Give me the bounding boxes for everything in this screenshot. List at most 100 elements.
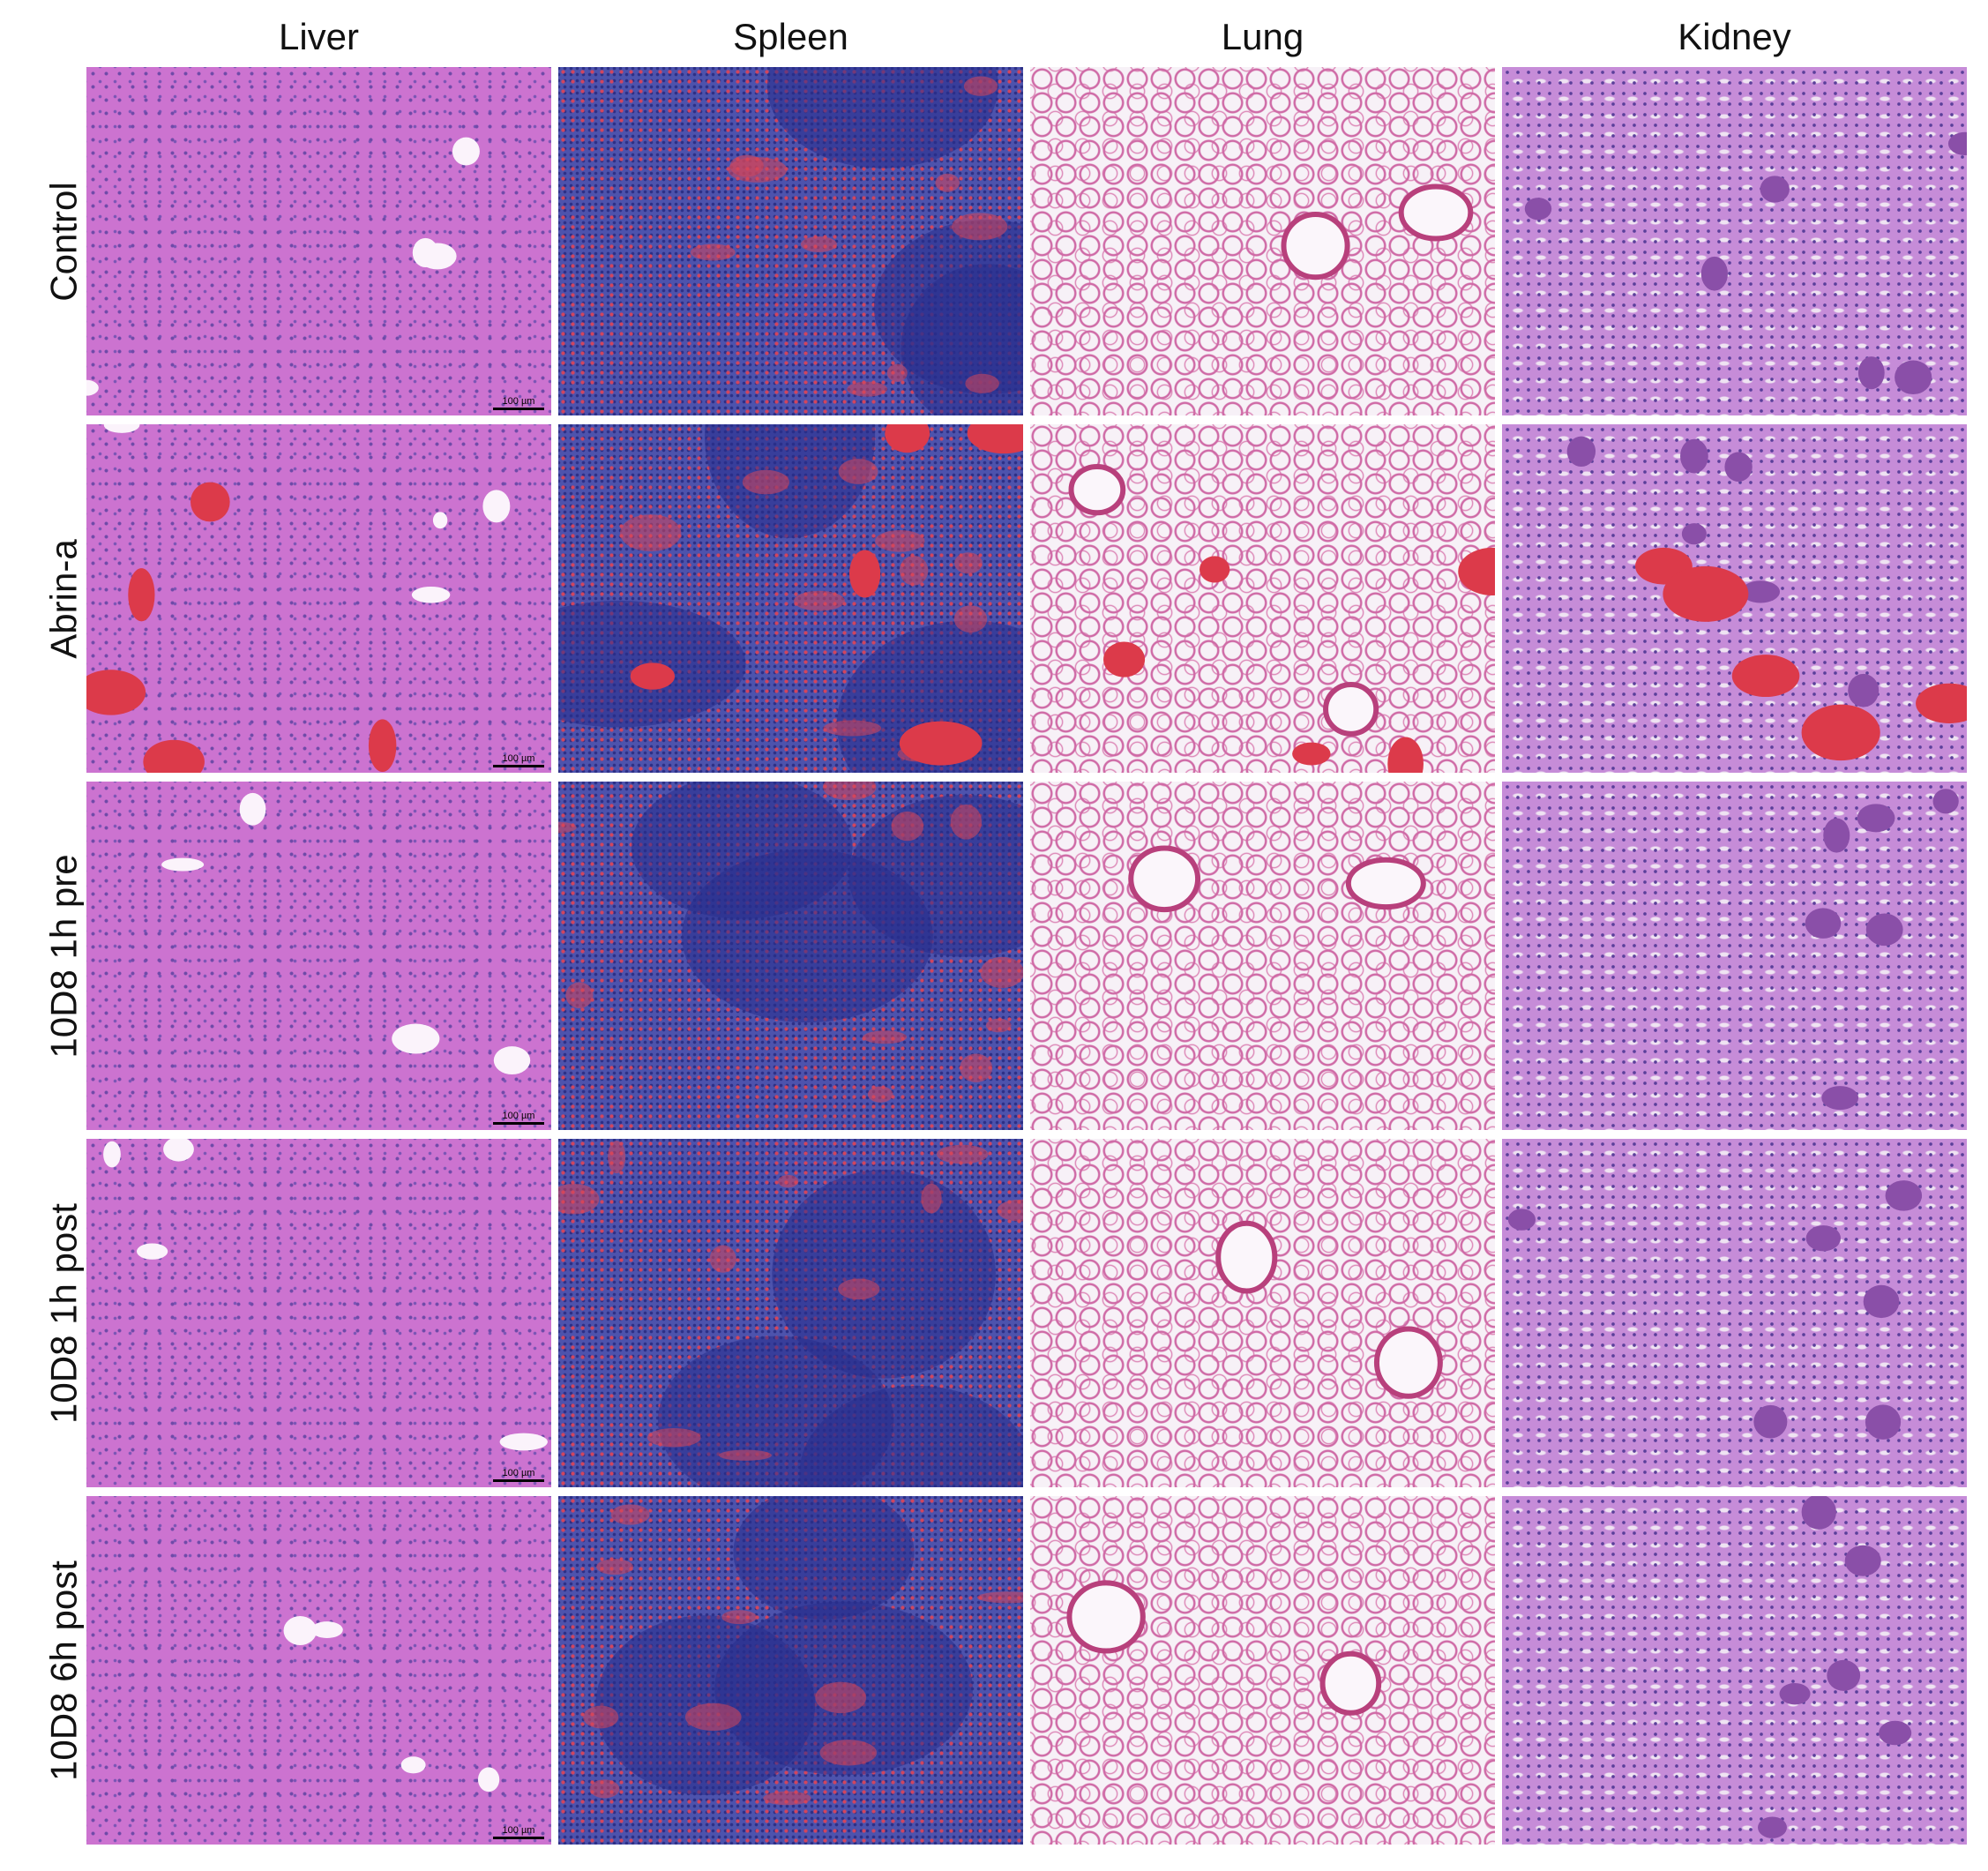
- tissue-feature: [1700, 256, 1728, 291]
- tissue-feature: [1947, 131, 1967, 156]
- tissue-feature: [800, 236, 837, 252]
- tissue-features: [103, 1139, 548, 1451]
- tissue-feature: [452, 137, 480, 166]
- tissue-feature: [1200, 556, 1230, 583]
- tissue-feature: [1805, 908, 1842, 939]
- scale-bar-label: 100 µm: [502, 1111, 535, 1121]
- tissue-feature: [1779, 1682, 1811, 1705]
- tissue-feature: [608, 1141, 626, 1174]
- micrograph: [558, 1139, 1023, 1487]
- micrograph: [558, 424, 1023, 773]
- tissue-feature: [418, 243, 457, 270]
- tissue-features: [1805, 789, 1959, 1111]
- tissue-feature: [704, 424, 876, 538]
- tissue-feature: [935, 173, 960, 192]
- micrograph: [1502, 1139, 1967, 1487]
- row-label: 10D8 1h pre: [42, 853, 85, 1059]
- tissue-feature: [103, 1141, 121, 1168]
- tissue-feature: [1805, 1225, 1842, 1252]
- tissue-feature: [1801, 1496, 1836, 1530]
- tissue-feature: [1680, 438, 1708, 474]
- tissue-feature: [1663, 565, 1749, 622]
- tissue-feature: [1885, 1180, 1923, 1211]
- tissue-feature: [1801, 704, 1880, 761]
- tissue-feature: [610, 1504, 650, 1525]
- tissue-feature: [493, 1046, 531, 1075]
- scale-bar: 100 µm: [493, 1825, 544, 1839]
- tissue-feature: [967, 424, 1023, 454]
- micrograph: [1030, 67, 1495, 415]
- tissue-feature: [1458, 547, 1495, 595]
- scale-bar-label: 100 µm: [502, 1825, 535, 1836]
- scale-bar-line: [493, 1837, 544, 1839]
- tissue-feature: [1103, 641, 1146, 677]
- tissue-features: [558, 424, 1023, 773]
- scale-bar: 100 µm: [493, 396, 544, 410]
- tissue-feature: [937, 1144, 989, 1164]
- tissue-feature: [838, 1278, 880, 1300]
- tissue-feature: [1387, 737, 1424, 773]
- tissue-feature: [631, 782, 853, 919]
- tissue-feature: [1821, 1086, 1859, 1111]
- tissue-feature: [558, 1183, 600, 1215]
- tissue-feature: [239, 792, 266, 826]
- micrograph: [1030, 1139, 1495, 1487]
- tissue-feature: [1724, 452, 1753, 483]
- tissue-features: [86, 137, 480, 396]
- tissue-feature: [793, 590, 845, 611]
- tissue-feature: [1323, 682, 1379, 737]
- tissue-feature: [709, 1245, 736, 1273]
- tissue-feature: [980, 956, 1023, 989]
- tissue-feature: [499, 1433, 548, 1451]
- micrograph: [1030, 424, 1495, 773]
- tissue-feature: [1895, 360, 1932, 395]
- tissue-feature: [596, 1559, 633, 1575]
- tissue-feature: [863, 1030, 908, 1044]
- tissue-feature: [392, 1023, 440, 1054]
- column-header: Lung: [1221, 16, 1304, 57]
- tissue-features: [86, 424, 511, 773]
- tissue-feature: [1865, 1404, 1902, 1440]
- tissue-feature: [368, 719, 397, 773]
- tissue-feature: [1848, 673, 1880, 707]
- tissue-feature: [742, 469, 789, 495]
- row-label: 10D8 1h post: [42, 1202, 85, 1424]
- tissue-features: [583, 1496, 1023, 1806]
- column-header: Spleen: [733, 16, 848, 57]
- tissue-feature: [847, 381, 888, 397]
- micrograph: 100 µm: [86, 782, 551, 1130]
- tissue-feature: [583, 1705, 619, 1729]
- tissue-feature: [867, 1086, 893, 1103]
- tissue-feature: [976, 1591, 1023, 1604]
- micrograph: [1502, 1496, 1967, 1845]
- tissue-feature: [848, 795, 1023, 957]
- tissue-feature: [1753, 1404, 1788, 1439]
- micrograph: 100 µm: [86, 1496, 551, 1845]
- tissue-feature: [950, 804, 983, 840]
- tissue-features: [1068, 463, 1495, 773]
- tissue-feature: [733, 1496, 915, 1620]
- tissue-feature: [777, 1174, 799, 1188]
- tissue-feature: [772, 1170, 996, 1379]
- scale-bar: 100 µm: [493, 1468, 544, 1482]
- tissue-feature: [1863, 1284, 1900, 1319]
- tissue-feature: [1319, 1650, 1382, 1716]
- tissue-feature: [432, 512, 448, 529]
- row-label: Abrin-a: [42, 538, 85, 659]
- tissue-feature: [729, 154, 764, 177]
- micrograph: [1502, 424, 1967, 773]
- tissue-feature: [965, 373, 999, 393]
- micrograph: [1502, 782, 1967, 1130]
- tissue-feature: [899, 721, 983, 766]
- scale-bar-line: [493, 1479, 544, 1482]
- tissue-feature: [952, 213, 1008, 241]
- tissue-feature: [985, 1018, 1012, 1033]
- column-header: Liver: [278, 16, 360, 57]
- micrograph: 100 µm: [86, 1139, 551, 1487]
- scale-bar-line: [493, 765, 544, 767]
- micrograph: 100 µm: [86, 67, 551, 415]
- tissue-feature: [885, 424, 930, 453]
- tissue-feature: [891, 811, 924, 842]
- tissue-feature: [799, 1385, 1023, 1487]
